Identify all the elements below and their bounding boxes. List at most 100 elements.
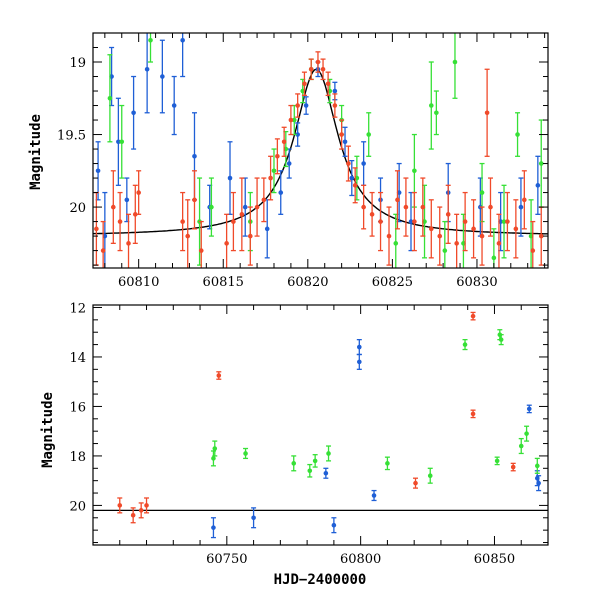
data-point [420,177,426,237]
point-marker [535,183,541,188]
point-marker [198,248,204,253]
point-marker [211,525,216,530]
point-marker [144,503,149,508]
point-marker [393,241,399,246]
data-point [536,475,542,492]
point-marker [412,168,417,174]
plot-frame [92,32,549,269]
point-marker [505,219,510,224]
data-point [356,338,362,356]
data-point [286,148,292,179]
data-point [339,119,345,150]
point-marker [100,248,106,253]
point-marker [428,103,434,108]
data-point [264,199,270,259]
point-marker [171,103,177,108]
point-marker [332,88,338,94]
data-point [484,68,490,157]
data-point [274,138,280,175]
point-marker [239,212,245,217]
point-marker [303,103,309,108]
point-marker [119,139,125,145]
data-point [295,93,301,118]
top-panel: 60810 60815 60820 60825 60830 19 19.5 20 [57,32,549,290]
point-marker [116,139,121,145]
data-point [470,409,476,419]
data-point [534,457,540,474]
data-point [349,160,355,197]
data-point [428,61,434,150]
data-point [403,177,409,237]
x-tick-label: 60820 [287,275,328,290]
data-point [386,206,392,266]
data-point [487,177,493,237]
data-point [110,170,116,244]
data-point [144,497,150,514]
data-point [526,404,532,414]
data-point [136,170,142,215]
point-marker [488,204,493,210]
point-marker [308,66,314,72]
point-marker [361,161,366,166]
data-point [320,58,326,81]
data-point [308,58,314,81]
point-marker [471,226,476,232]
plot-frame [92,304,549,546]
data-point [107,54,113,143]
point-marker [352,183,358,188]
point-marker [413,480,418,486]
point-marker [342,139,348,145]
point-marker [428,226,434,232]
point-marker [479,233,485,239]
data-point [261,177,267,223]
point-marker [371,493,377,498]
data-point [159,39,165,114]
data-point [491,228,497,268]
point-marker [325,81,331,87]
point-marker [412,219,417,224]
data-point [442,220,448,268]
data-point [115,97,121,186]
series-red [93,51,544,268]
data-point [454,213,460,268]
data-point [131,75,137,150]
data-point [180,33,186,78]
point-marker [357,359,362,365]
series-red [117,311,516,524]
point-marker [445,212,451,217]
data-point [216,371,222,380]
point-marker [501,219,507,224]
series-green [210,329,540,484]
data-point [93,191,99,266]
data-point [504,191,510,252]
data-point [212,440,218,457]
x-tick-label: 60810 [118,275,159,290]
data-point [361,141,367,186]
data-point [130,507,136,524]
data-point [342,126,348,157]
point-marker [339,132,344,137]
x-tick-label: 60800 [340,552,381,567]
point-marker [291,117,297,123]
data-point [323,467,329,479]
point-marker [192,197,197,203]
point-marker [209,204,214,210]
x-tick-label: 60750 [206,552,247,567]
series-blue [210,338,542,539]
data-point [307,463,313,478]
point-marker [243,451,248,456]
top-y-axis-title: Magnitude [28,114,44,190]
data-point [352,167,358,204]
point-marker [470,411,476,417]
data-point [345,145,351,182]
point-marker [95,168,101,174]
data-point [513,199,519,259]
model-curve [93,68,548,235]
data-point [254,177,260,237]
data-point [470,311,476,321]
point-marker [510,464,516,470]
point-marker [536,480,541,486]
point-marker [138,508,144,513]
point-marker [479,190,485,195]
data-point [521,170,527,230]
